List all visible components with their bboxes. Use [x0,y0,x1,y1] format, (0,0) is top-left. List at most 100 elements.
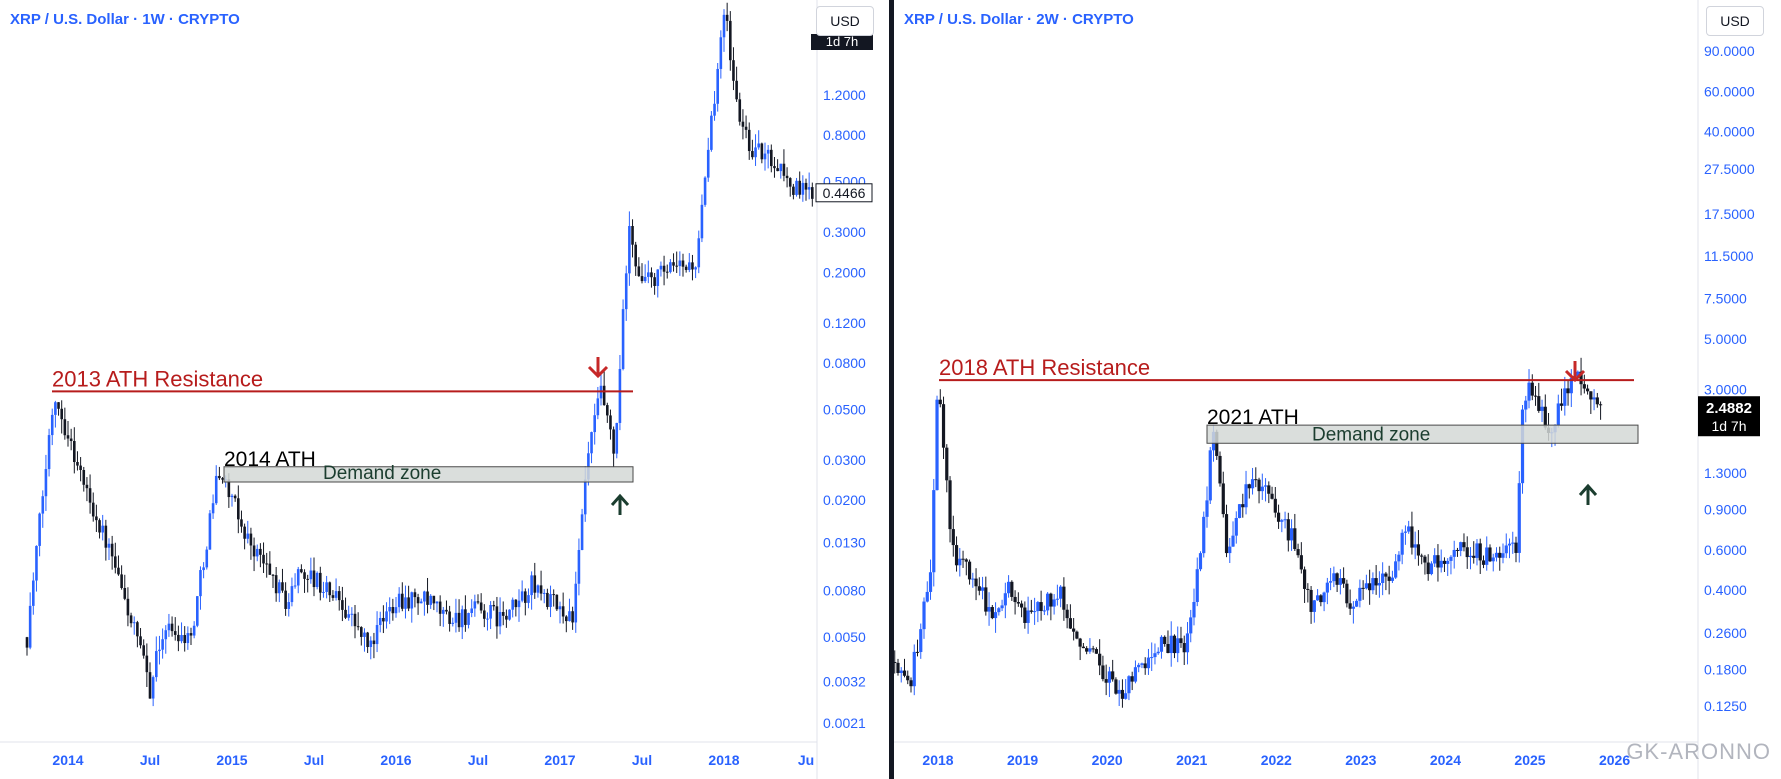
candle-body [44,469,48,497]
candle-body [1368,583,1372,591]
candle-body [410,592,414,609]
panel-divider[interactable] [889,0,894,779]
candle-body [517,600,521,608]
candle-body [1091,648,1095,650]
candle-body [312,570,316,588]
candle-body [25,637,29,648]
candle-body [69,438,73,442]
candle-body [915,651,920,653]
candle-body [423,591,426,602]
candle-body [1556,403,1560,426]
candle-body [1329,581,1333,583]
candle-body [372,640,376,645]
chart-canvas-2w[interactable]: 90.0000 60.0000 40.0000 27.5000 17.5000 11.50… [894,0,1781,779]
symbol-title[interactable]: XRP / U.S. Dollar · 1W · CRYPTO [10,11,240,28]
currency-button[interactable]: USD [816,6,874,36]
candle-body [527,595,530,603]
candle-body [609,415,612,430]
candle-body [1033,611,1037,613]
candle-body [760,143,764,160]
y-tick-label: 0.0080 [823,583,866,599]
candle-body [1085,648,1089,652]
candle-body [1527,382,1531,401]
x-tick-label: 2026 [1599,752,1630,768]
candle-body [1137,664,1141,668]
candle-body [653,277,656,286]
candle-body [785,175,789,179]
candle-body [378,617,382,626]
x-tick-label: 2015 [216,752,247,768]
candle-body [1270,493,1274,499]
candle-body [407,597,410,609]
y-tick-label: 0.2600 [1704,625,1747,641]
candle-body [964,559,968,562]
candle-body [732,60,735,81]
candle-body [246,533,250,539]
candle-body [1143,663,1147,669]
candle-body [1124,693,1128,699]
candle-body [536,585,540,593]
y-tick-label: 0.3000 [823,224,866,240]
candle-body [337,591,341,601]
candle-body [539,585,543,594]
candle-body [1140,663,1144,665]
y-tick-label: 0.8000 [823,127,866,143]
candle-body [1511,542,1515,544]
candle-body [88,488,92,503]
candle-body [754,147,757,158]
candle-body [1299,555,1303,570]
candle-body [189,633,193,636]
candle-body [612,429,615,454]
candle-body [1065,609,1069,619]
candle-body [1010,581,1014,597]
candle-body [678,260,682,267]
x-tick-label: 2022 [1261,752,1292,768]
candle-body [650,272,653,278]
candle-body [41,496,45,514]
candle-body [404,597,407,609]
x-tick-label: 2019 [1007,752,1038,768]
y-tick-label: 0.0200 [823,492,866,508]
x-tick-label: Jul [140,752,160,768]
candle-body [1189,617,1193,634]
candle-body [262,554,265,564]
candle-body [1250,479,1255,489]
candle-body [151,677,155,699]
candle-body [287,602,291,609]
candle-body [1494,552,1499,558]
candle-body [1205,500,1209,517]
candle-body [1208,450,1212,501]
y-tick-label: 0.0130 [823,535,866,551]
candle-body [1257,479,1261,492]
candle-body [669,262,672,273]
candle-body [514,599,518,608]
candle-body [1221,483,1225,515]
x-tick-label: 2023 [1345,752,1376,768]
candle-body [1312,600,1316,612]
demand-zone-label: Demand zone [323,463,441,484]
symbol-title[interactable]: XRP / U.S. Dollar · 2W · CRYPTO [904,11,1134,28]
candle-body [1202,516,1206,554]
candle-body [1481,560,1486,565]
candle-body [637,266,641,277]
y-tick-label: 0.0300 [823,452,866,468]
candle-body [1345,583,1349,604]
candle-body [533,575,537,593]
currency-button[interactable]: USD [1706,6,1764,36]
candle-body [104,525,108,548]
candle-body [50,414,54,436]
candle-body [722,14,726,38]
candle-body [221,478,224,480]
candle-body [331,595,335,598]
candle-body [492,604,496,607]
candle-body [1101,665,1105,680]
candle-body [1068,618,1072,629]
candle-body [1582,384,1586,389]
chart-canvas-1w[interactable]: 1.20000.80000.50000.30000.20000.12000.08… [0,0,889,779]
candle-body [391,607,395,614]
candle-body [1501,553,1505,558]
candle-body [334,591,338,598]
candle-body [1381,573,1385,583]
candle-body [1319,595,1323,603]
candle-body [1072,628,1076,632]
